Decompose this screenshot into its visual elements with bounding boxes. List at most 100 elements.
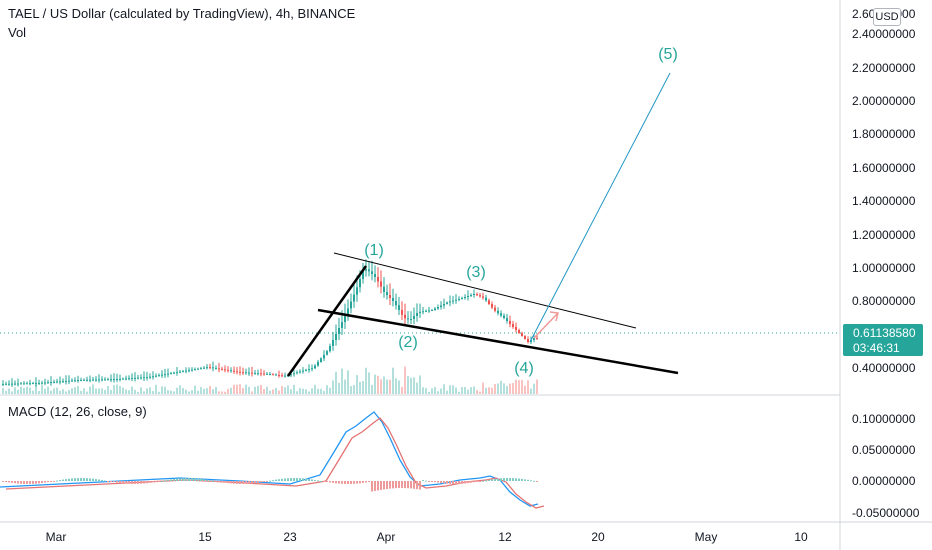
candle-body (77, 380, 79, 381)
histogram-bar (74, 478, 76, 481)
histogram-bar (404, 481, 406, 488)
candle-body (338, 328, 340, 334)
volume-bar (116, 385, 118, 394)
histogram-bar (155, 481, 157, 482)
volume-bar (464, 387, 466, 394)
candle-body (263, 374, 265, 375)
candle-body (437, 307, 439, 309)
candle-body (251, 373, 253, 374)
histogram-bar (242, 481, 244, 484)
histogram-bar (209, 480, 211, 481)
price-scale-label: 0.80000000 (852, 294, 916, 308)
symbol-title[interactable]: TAEL / US Dollar (calculated by TradingV… (8, 6, 355, 21)
candle-body (86, 380, 88, 381)
histogram-bar (491, 479, 493, 481)
volume-bar (146, 388, 148, 394)
histogram-bar (512, 478, 514, 481)
wave-label: (3) (466, 264, 486, 281)
candle-body (389, 295, 391, 298)
volume-label[interactable]: Vol (8, 25, 26, 40)
volume-bar (452, 385, 454, 394)
candle-body (464, 297, 466, 298)
histogram-bar (110, 481, 112, 482)
histogram-bar (182, 478, 184, 481)
candle-body (167, 374, 169, 375)
histogram-bar (365, 481, 367, 482)
histogram-bar (431, 481, 433, 482)
macd-label[interactable]: MACD (12, 26, close, 9) (8, 404, 147, 419)
volume-bar (56, 388, 58, 394)
volume-bar (62, 389, 64, 394)
histogram-bar (17, 481, 19, 484)
candle-body (23, 383, 25, 384)
histogram-bar (176, 479, 178, 481)
candle-body (458, 299, 460, 300)
candle-body (113, 379, 115, 380)
candle-body (47, 382, 49, 383)
candle-body (20, 383, 22, 384)
candle-body (197, 369, 199, 370)
histogram-bar (416, 481, 418, 489)
histogram-bar (323, 481, 325, 482)
histogram-bar (503, 478, 505, 481)
volume-bar (269, 391, 271, 394)
currency-button[interactable]: USD (873, 8, 901, 26)
candle-body (359, 279, 361, 287)
histogram-bar (479, 481, 481, 482)
volume-bar (302, 389, 304, 394)
candle-body (173, 373, 175, 374)
candle-body (446, 303, 448, 305)
candle-body (404, 315, 406, 319)
candle-body (365, 269, 367, 270)
volume-bar (5, 391, 7, 394)
candle-body (500, 313, 502, 315)
candle-body (29, 383, 31, 384)
volume-bar (497, 383, 499, 394)
histogram-bar (161, 481, 163, 482)
candle-body (482, 296, 484, 297)
histogram-bar (170, 479, 172, 481)
volume-bar (86, 392, 88, 394)
volume-bar (179, 385, 181, 394)
volume-bar (200, 387, 202, 394)
volume-bar (512, 383, 514, 394)
volume-bar (131, 387, 133, 394)
candle-body (26, 383, 28, 384)
histogram-bar (143, 481, 145, 484)
volume-bar (80, 391, 82, 394)
candle-body (353, 295, 355, 302)
volume-bar (362, 381, 364, 394)
histogram-bar (530, 480, 532, 481)
candle-body (422, 311, 424, 312)
histogram-bar (371, 481, 373, 492)
histogram-bar (224, 481, 226, 483)
candle-body (32, 383, 34, 384)
candle-body (443, 304, 445, 306)
volume-bar (347, 370, 349, 394)
candle-body (11, 384, 13, 385)
price-scale-label: 1.40000000 (852, 194, 916, 208)
candle-body (341, 322, 343, 328)
histogram-bar (38, 481, 40, 483)
histogram-bar (350, 481, 352, 484)
volume-bar (443, 384, 445, 394)
candle-body (455, 300, 457, 301)
candle-body (206, 367, 208, 368)
volume-bar (395, 378, 397, 394)
volume-bar (143, 391, 145, 394)
candle-body (410, 319, 412, 320)
candle-body (182, 371, 184, 372)
volume-bar (11, 391, 13, 394)
histogram-bar (56, 481, 58, 482)
histogram-bar (107, 481, 109, 482)
candle-body (467, 296, 469, 297)
histogram-bar (509, 478, 511, 481)
candle-body (494, 308, 496, 311)
volume-bar (101, 388, 103, 394)
histogram-bar (59, 480, 61, 481)
histogram-bar (248, 481, 250, 484)
candle-body (278, 375, 280, 376)
volume-bar (170, 391, 172, 394)
histogram-bar (71, 478, 73, 481)
